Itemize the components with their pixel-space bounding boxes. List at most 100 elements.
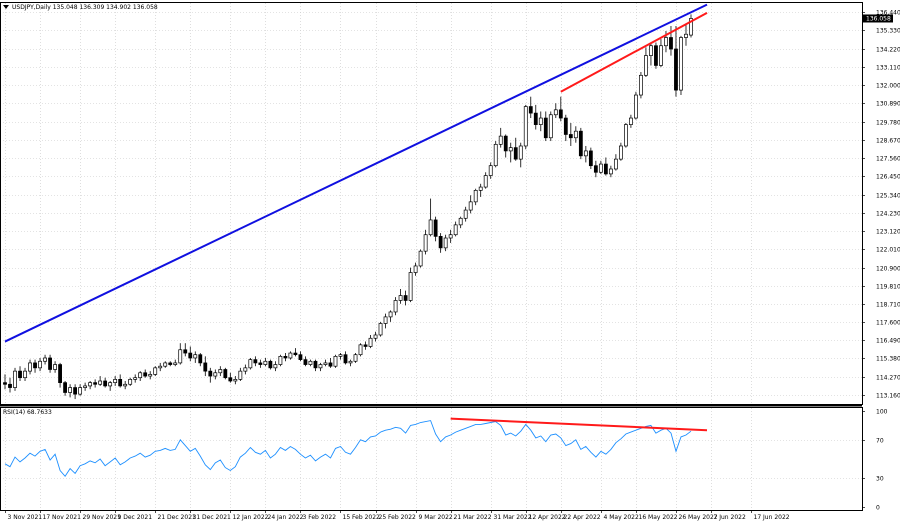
candle-up bbox=[618, 145, 623, 160]
x-tick-label: 26 May 2022 bbox=[679, 514, 718, 521]
y-tick-label: 118.710 bbox=[876, 302, 900, 309]
candle-down bbox=[8, 383, 12, 388]
candle-down bbox=[253, 359, 258, 364]
candle-up bbox=[353, 354, 358, 362]
candle-up bbox=[393, 300, 398, 313]
red-trendline[interactable] bbox=[560, 11, 708, 93]
rsi-title-label: RSI(14) 68.7633 bbox=[3, 409, 52, 416]
y-tick-label: 130.890 bbox=[876, 101, 900, 108]
candle-up bbox=[173, 362, 178, 365]
candle-up bbox=[128, 378, 133, 385]
candle-up bbox=[613, 158, 618, 170]
candle-down bbox=[33, 362, 37, 369]
candle-up bbox=[624, 124, 628, 147]
candle-down bbox=[188, 352, 193, 359]
y-tick-label: 134.220 bbox=[876, 47, 900, 54]
candle-down bbox=[118, 378, 123, 387]
candle-up bbox=[508, 147, 513, 152]
candle-up bbox=[163, 362, 168, 367]
candle-up bbox=[448, 234, 453, 239]
y-tick-label: 126.450 bbox=[876, 174, 900, 181]
candle-down bbox=[578, 130, 583, 157]
y-tick-label: 132.000 bbox=[876, 83, 900, 90]
x-tick-label: 7 Jun 2022 bbox=[714, 514, 746, 521]
main-price-axis: 136.440 135.330 134.220 133.110 132.000 130.8… bbox=[862, 10, 900, 400]
rsi-axis: 100 70 30 0 bbox=[862, 409, 888, 512]
candle-down bbox=[593, 165, 598, 173]
rsi-red-trendline[interactable] bbox=[450, 417, 708, 432]
x-tick-label: 9 Dec 2021 bbox=[118, 514, 153, 521]
candle-down bbox=[298, 354, 303, 360]
candle-up bbox=[679, 37, 683, 91]
symbol-dropdown-icon[interactable] bbox=[3, 5, 9, 9]
x-tick-label: 17 Nov 2021 bbox=[43, 514, 82, 521]
candle-up bbox=[639, 74, 643, 96]
candle-up bbox=[423, 234, 428, 252]
candle-up bbox=[473, 190, 478, 203]
y-tick-label: 122.010 bbox=[876, 247, 900, 254]
candle-up bbox=[583, 150, 588, 157]
candle-up bbox=[664, 37, 668, 47]
x-tick-label: 4 May 2022 bbox=[604, 514, 639, 521]
candle-up bbox=[263, 360, 268, 365]
y-tick-label: 128.670 bbox=[876, 138, 900, 145]
candle-down bbox=[143, 372, 148, 377]
candle-up bbox=[398, 295, 403, 301]
candle-up bbox=[358, 344, 363, 356]
candle-up bbox=[288, 352, 293, 359]
candle-down bbox=[558, 109, 563, 119]
candle-down bbox=[223, 369, 228, 379]
rsi-plot-frame bbox=[0, 407, 863, 511]
x-tick-label: 25 Feb 2022 bbox=[379, 514, 417, 521]
candle-up bbox=[408, 272, 413, 301]
candle-up bbox=[83, 385, 88, 388]
candle-down bbox=[283, 355, 288, 359]
candle-up bbox=[138, 372, 143, 379]
candle-up bbox=[453, 224, 458, 236]
x-tick-label: 21 Dec 2021 bbox=[158, 514, 197, 521]
candle-down bbox=[343, 354, 348, 364]
candle-up bbox=[418, 250, 423, 267]
candle-up bbox=[213, 372, 218, 377]
y-tick-label: 124.230 bbox=[876, 211, 900, 218]
candle-down bbox=[654, 45, 658, 66]
candle-down bbox=[58, 364, 62, 383]
candle-up bbox=[78, 387, 83, 395]
candle-up bbox=[388, 311, 393, 318]
y-tick-label: 120.900 bbox=[876, 266, 900, 273]
candle-up bbox=[123, 383, 128, 387]
candle-up bbox=[483, 175, 488, 188]
candle-up bbox=[68, 387, 72, 393]
candle-down bbox=[293, 352, 298, 356]
candle-up bbox=[498, 135, 503, 145]
candle-up bbox=[13, 370, 17, 388]
blue-trendline[interactable] bbox=[4, 3, 708, 343]
candle-down bbox=[3, 382, 7, 385]
y-tick-label: 129.780 bbox=[876, 120, 900, 127]
y-tick-label: 30 bbox=[876, 476, 884, 483]
candle-up bbox=[523, 106, 528, 147]
x-tick-label: 21 Mar 2022 bbox=[454, 514, 492, 521]
y-tick-label: 123.120 bbox=[876, 229, 900, 236]
x-tick-label: 3 Nov 2021 bbox=[8, 514, 43, 521]
y-tick-label: 116.490 bbox=[876, 338, 900, 345]
candle-up bbox=[659, 45, 663, 66]
candle-up bbox=[333, 355, 338, 367]
candle-up bbox=[238, 370, 243, 380]
candlestick-series bbox=[3, 14, 693, 400]
candle-up bbox=[458, 217, 463, 226]
candle-up bbox=[133, 377, 138, 380]
current-price-tag: 136.058 bbox=[863, 14, 893, 23]
candle-down bbox=[73, 387, 78, 395]
candle-down bbox=[588, 150, 593, 167]
x-tick-label: 31 Mar 2022 bbox=[494, 514, 532, 521]
candle-up bbox=[273, 364, 278, 369]
candle-up bbox=[88, 382, 93, 387]
y-tick-label: 136.440 bbox=[876, 10, 900, 17]
candle-up bbox=[233, 378, 238, 382]
candle-up bbox=[573, 130, 578, 139]
rsi-line bbox=[4, 420, 692, 478]
